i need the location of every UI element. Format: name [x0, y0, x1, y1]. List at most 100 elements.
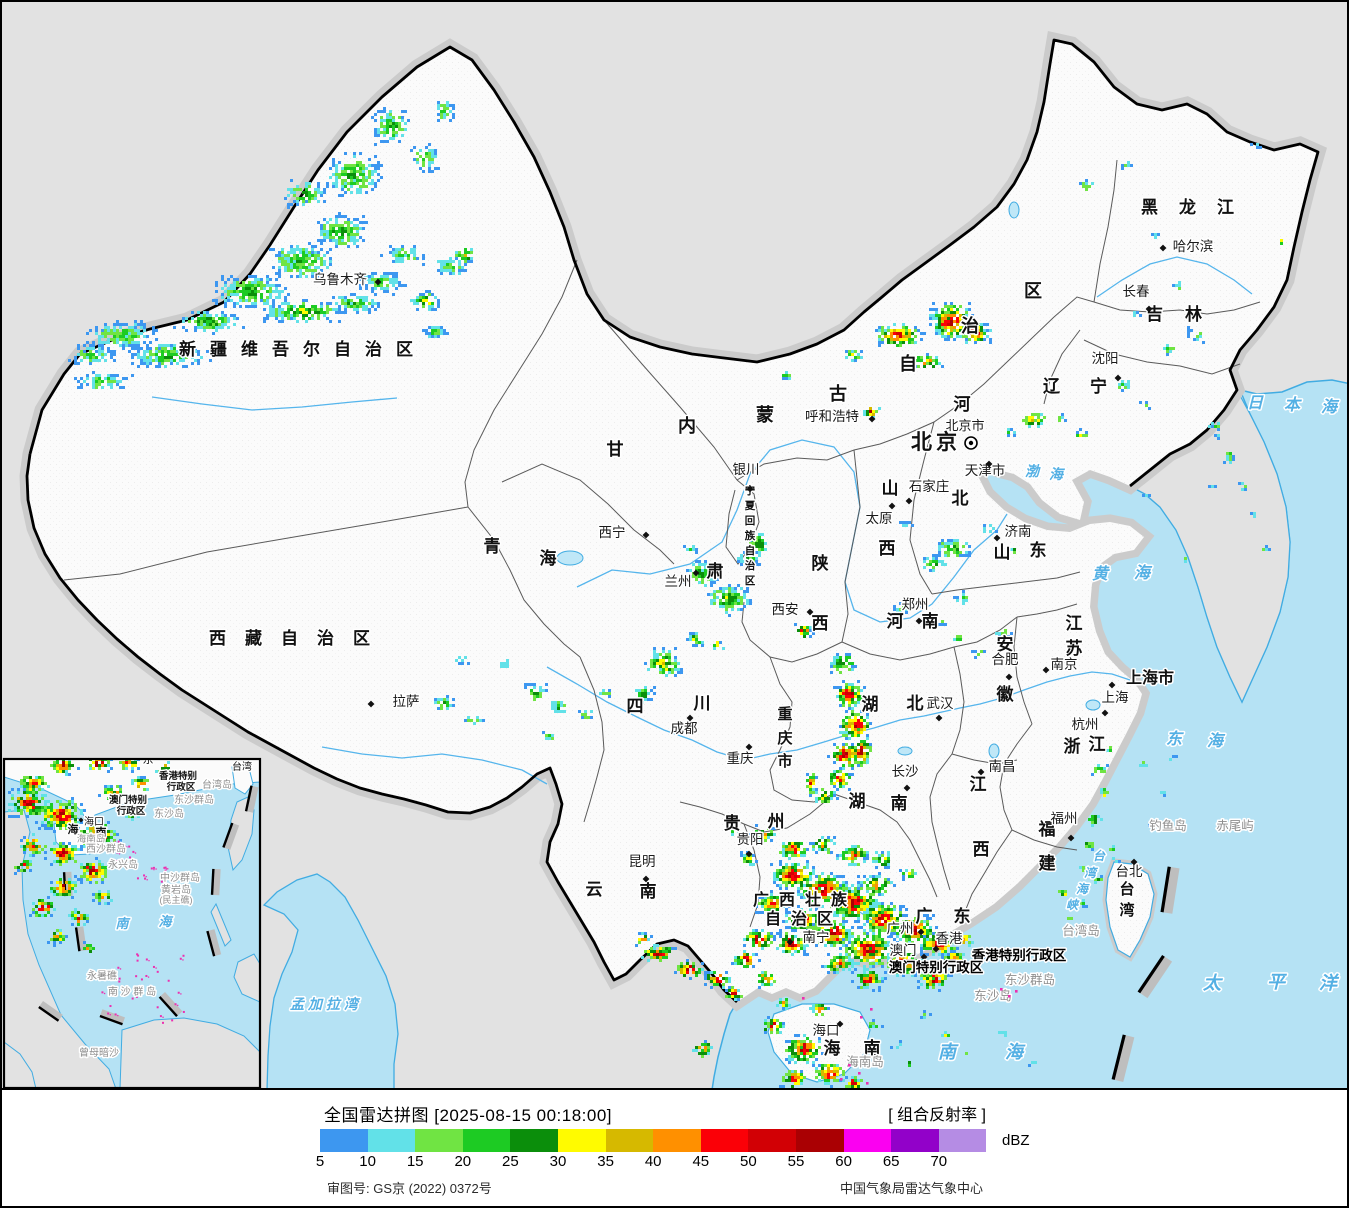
dbz-tick: 5: [315, 1153, 325, 1170]
svg-text:贵阳: 贵阳: [737, 832, 764, 847]
dbz-tick: 35: [597, 1153, 614, 1170]
dbz-color-70: [938, 1129, 987, 1152]
svg-text:沈阳: 沈阳: [1092, 351, 1119, 366]
svg-text:南: 南: [922, 611, 939, 631]
svg-text:永兴岛: 永兴岛: [108, 858, 138, 871]
svg-text:南: 南: [640, 881, 657, 901]
svg-text:台湾岛: 台湾岛: [1062, 923, 1100, 938]
svg-text:澳门特别行政区: 澳门特别行政区: [889, 959, 984, 975]
svg-text:钓鱼岛: 钓鱼岛: [1149, 818, 1187, 833]
dbz-tick-labels: 5 10 15 20 25 30 35 40 45 50 55 60 65 70: [316, 1153, 1020, 1171]
svg-text:古: 古: [829, 383, 847, 404]
svg-text:内: 内: [678, 415, 696, 436]
svg-text:蒙: 蒙: [756, 405, 774, 425]
svg-text:北京市: 北京市: [945, 418, 984, 433]
svg-text:夏: 夏: [744, 500, 756, 512]
svg-text:西沙群岛: 西沙群岛: [86, 842, 126, 855]
svg-text:呼和浩特: 呼和浩特: [805, 409, 859, 424]
svg-text:建: 建: [1039, 853, 1056, 873]
svg-text:赤尾屿: 赤尾屿: [1216, 819, 1254, 833]
svg-text:北京: 北京: [911, 430, 961, 454]
dbz-tick: 25: [502, 1153, 519, 1170]
svg-text:兰州: 兰州: [665, 574, 692, 589]
svg-text:昆明: 昆明: [629, 854, 656, 869]
svg-text:台: 台: [1093, 849, 1106, 863]
svg-text:太原: 太原: [866, 511, 893, 526]
dbz-tick: 50: [740, 1153, 757, 1170]
svg-text:江: 江: [1066, 614, 1083, 633]
svg-text:台: 台: [1119, 880, 1134, 898]
svg-text:海南岛: 海南岛: [77, 833, 106, 845]
svg-text:陕: 陕: [812, 553, 829, 573]
svg-text:西藏自治区: 西藏自治区: [209, 628, 389, 648]
svg-text:区: 区: [745, 575, 756, 587]
svg-text:香港特别行政区: 香港特别行政区: [971, 947, 1067, 963]
map-title: 全国雷达拼图 [2025-08-15 00:18:00]: [324, 1106, 613, 1125]
svg-text:海: 海: [1134, 564, 1153, 582]
review-number: 审图号: GS京 (2022) 0372号: [327, 1181, 492, 1196]
svg-text:南宁: 南宁: [803, 929, 830, 945]
svg-text:西安: 西安: [772, 602, 799, 617]
dbz-color-45: [700, 1129, 749, 1152]
dbz-color-65: [891, 1129, 939, 1152]
svg-text:日: 日: [1247, 395, 1264, 412]
svg-text:北: 北: [907, 694, 924, 713]
svg-text:市: 市: [777, 752, 792, 770]
dbz-color-55: [795, 1129, 844, 1152]
svg-text:海: 海: [1076, 882, 1090, 896]
svg-text:广: 广: [916, 906, 933, 926]
svg-text:太: 太: [1202, 973, 1224, 993]
credit-label: 中国气象局雷达气象中心: [839, 1181, 983, 1196]
svg-text:东: 东: [954, 906, 971, 926]
svg-text:湖: 湖: [849, 792, 866, 811]
svg-text:郑州: 郑州: [902, 597, 929, 612]
svg-text:山: 山: [882, 479, 899, 498]
svg-text:石家庄: 石家庄: [909, 478, 950, 494]
svg-text:甘: 甘: [607, 439, 624, 459]
svg-text:海: 海: [1321, 398, 1340, 416]
svg-text:台湾岛: 台湾岛: [202, 778, 232, 791]
svg-text:海: 海: [1005, 1042, 1026, 1062]
svg-text:河: 河: [887, 612, 904, 631]
product-name: [ 组合反射率 ]: [888, 1107, 986, 1124]
svg-text:湾: 湾: [1119, 901, 1134, 919]
svg-text:辽宁: 辽宁: [1043, 376, 1137, 396]
svg-text:乌鲁木齐: 乌鲁木齐: [313, 272, 367, 287]
svg-text:东: 东: [143, 753, 154, 766]
svg-text:山: 山: [994, 543, 1011, 562]
svg-text:青: 青: [484, 536, 501, 556]
svg-text:澳门特别: 澳门特别: [109, 794, 147, 806]
svg-text:峡: 峡: [1066, 898, 1080, 912]
svg-text:(民主礁): (民主礁): [160, 894, 193, 905]
svg-text:中沙群岛: 中沙群岛: [160, 871, 200, 884]
svg-text:新疆维吾尔自治区: 新疆维吾尔自治区: [179, 339, 427, 359]
dbz-tick: 30: [549, 1153, 567, 1170]
dbz-color-30: [557, 1129, 606, 1152]
svg-text:海口: 海口: [813, 1023, 840, 1038]
dbz-tick: 65: [882, 1153, 900, 1170]
svg-text:天津市: 天津市: [965, 462, 1006, 478]
svg-text:南: 南: [891, 793, 908, 813]
svg-text:海: 海: [158, 914, 173, 929]
svg-text:广西壮族: 广西壮族: [753, 890, 857, 909]
svg-text:西: 西: [879, 539, 896, 558]
svg-text:自: 自: [899, 353, 917, 374]
dbz-tick: 55: [787, 1153, 805, 1170]
svg-text:海: 海: [824, 1038, 841, 1058]
svg-text:南昌: 南昌: [989, 759, 1016, 774]
svg-text:徽: 徽: [996, 684, 1015, 704]
dbz-tick: 40: [644, 1153, 662, 1170]
dbz-unit-label: dBZ: [1002, 1132, 1030, 1149]
svg-text:曾母暗沙: 曾母暗沙: [79, 1046, 119, 1059]
svg-text:四: 四: [627, 697, 644, 716]
svg-text:安: 安: [997, 634, 1014, 654]
svg-text:本: 本: [1284, 396, 1302, 414]
svg-text:江: 江: [970, 775, 987, 794]
dbz-color-40: [653, 1129, 701, 1152]
svg-text:区: 区: [1024, 281, 1042, 301]
svg-text:台湾: 台湾: [232, 760, 252, 773]
svg-text:广州: 广州: [887, 921, 914, 936]
dbz-tick: 70: [930, 1153, 948, 1170]
svg-text:香港特别: 香港特别: [158, 770, 197, 782]
